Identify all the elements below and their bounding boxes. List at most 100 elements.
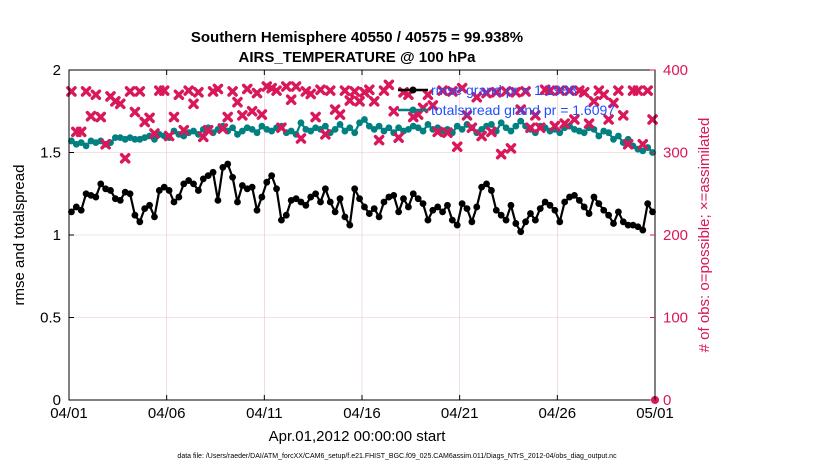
assimilated-obs-point bbox=[456, 82, 468, 94]
assimilated-obs-point bbox=[339, 85, 351, 96]
assimilated-obs-point bbox=[212, 83, 224, 95]
spread-point bbox=[488, 121, 495, 128]
spread-point bbox=[380, 127, 388, 135]
assimilated-obs-point bbox=[451, 141, 463, 153]
spread-point bbox=[321, 122, 329, 130]
tick-labels: 04/01 04/06 04/11 04/16 04/21 04/26 05/0100.51… bbox=[40, 62, 688, 422]
rmse-point bbox=[282, 211, 290, 219]
assimilated-obs-point bbox=[388, 105, 400, 117]
assimilated-obs-point bbox=[256, 109, 268, 120]
assimilated-obs-point bbox=[114, 98, 126, 110]
rmse-point bbox=[434, 203, 442, 211]
spread-point bbox=[307, 127, 315, 135]
rmse-point bbox=[219, 163, 227, 171]
assimilated-obs-point bbox=[544, 85, 556, 96]
assimilated-obs-point bbox=[554, 85, 566, 96]
rmse-point bbox=[497, 211, 505, 219]
spread-point bbox=[419, 127, 427, 135]
assimilated-obs-point bbox=[559, 118, 570, 129]
rmse-point bbox=[292, 195, 300, 203]
assimilated-obs-point bbox=[349, 86, 360, 97]
spread-point bbox=[517, 117, 525, 125]
rmse-point bbox=[365, 210, 373, 217]
rmse-point bbox=[229, 173, 236, 181]
rmse-point bbox=[151, 213, 158, 221]
rmse-point bbox=[639, 226, 647, 234]
y-tick-label-right: 400 bbox=[663, 62, 688, 79]
assimilated-obs-point bbox=[471, 91, 483, 103]
rmse-point bbox=[317, 198, 324, 206]
assimilated-obs-point bbox=[530, 110, 541, 121]
assimilated-obs-point bbox=[222, 111, 234, 123]
rmse-point bbox=[400, 195, 407, 203]
x-axis-label: Apr.01,2012 00:00:00 start bbox=[269, 428, 447, 445]
assimilated-obs-point bbox=[241, 83, 253, 95]
rmse-point bbox=[571, 192, 578, 199]
rmse-point bbox=[234, 198, 241, 206]
spread-point bbox=[268, 127, 276, 135]
spread-point bbox=[404, 125, 412, 133]
spread-point bbox=[190, 127, 197, 135]
rmse-point bbox=[146, 201, 153, 209]
rmse-point bbox=[321, 185, 329, 193]
obs-count-layer bbox=[66, 79, 659, 404]
legend: rmse grand pr = 1.1988 totalspread grand… bbox=[398, 82, 615, 118]
y-tick-label-right: 200 bbox=[663, 227, 688, 244]
rmse-point bbox=[527, 210, 534, 217]
x-tick-label: 04/26 bbox=[539, 405, 577, 422]
rmse-point bbox=[224, 160, 232, 168]
spread-point bbox=[502, 124, 510, 132]
assimilated-obs-point bbox=[432, 126, 443, 138]
rmse-point bbox=[370, 205, 378, 213]
spread-point bbox=[341, 127, 349, 135]
rmse-point bbox=[170, 198, 178, 206]
spread-point bbox=[336, 121, 344, 128]
rmse-point bbox=[492, 206, 500, 214]
assimilated-obs-point bbox=[168, 111, 180, 123]
x-tick-label: 04/06 bbox=[148, 405, 186, 422]
spread-point bbox=[595, 132, 603, 140]
rmse-point bbox=[624, 221, 632, 229]
spread-point bbox=[424, 121, 432, 128]
y-tick-label-left: 1 bbox=[53, 227, 61, 244]
y-tick-label-right: 300 bbox=[663, 145, 688, 162]
chart-title-line-1: Southern Hemisphere 40550 / 40575 = 99.9… bbox=[191, 29, 523, 46]
rmse-point bbox=[458, 200, 466, 208]
y-tick-label-left: 0.5 bbox=[40, 310, 61, 327]
rmse-point bbox=[473, 203, 481, 211]
rmse-point bbox=[585, 210, 593, 217]
rmse-point bbox=[439, 208, 446, 216]
rmse-point bbox=[610, 220, 617, 227]
assimilated-obs-point bbox=[373, 134, 385, 146]
assimilated-obs-point bbox=[188, 98, 199, 110]
assimilated-obs-point bbox=[149, 128, 160, 139]
assimilated-obs-point bbox=[271, 85, 282, 96]
rmse-point bbox=[190, 180, 197, 188]
rmse-point bbox=[409, 190, 417, 198]
rmse-point bbox=[468, 218, 476, 226]
rmse-point bbox=[297, 198, 305, 206]
spread-point bbox=[356, 119, 363, 127]
y-tick-label-left: 2 bbox=[53, 62, 61, 79]
assimilated-obs-point bbox=[354, 96, 365, 107]
assimilated-obs-point bbox=[90, 89, 102, 101]
assimilated-obs-point bbox=[481, 87, 492, 99]
assimilated-obs-point bbox=[193, 86, 204, 98]
rmse-point bbox=[517, 228, 525, 236]
x-tick-label: 04/01 bbox=[50, 405, 88, 422]
assimilated-obs-point bbox=[183, 85, 194, 96]
assimilated-obs-point bbox=[603, 114, 614, 125]
assimilated-obs-point bbox=[364, 84, 375, 96]
rmse-point bbox=[336, 195, 344, 203]
rmse-point bbox=[136, 218, 144, 226]
assimilated-obs-point bbox=[85, 110, 97, 122]
spread-point bbox=[507, 127, 515, 135]
assimilated-obs-point bbox=[510, 86, 522, 98]
spread-point bbox=[68, 137, 75, 145]
chart-title-line-2: AIRS_TEMPERATURE @ 100 hPa bbox=[239, 49, 477, 66]
rmse-point bbox=[312, 190, 320, 198]
rmse-point bbox=[278, 216, 285, 224]
spread-point bbox=[253, 129, 261, 137]
assimilated-obs-point bbox=[520, 86, 531, 97]
